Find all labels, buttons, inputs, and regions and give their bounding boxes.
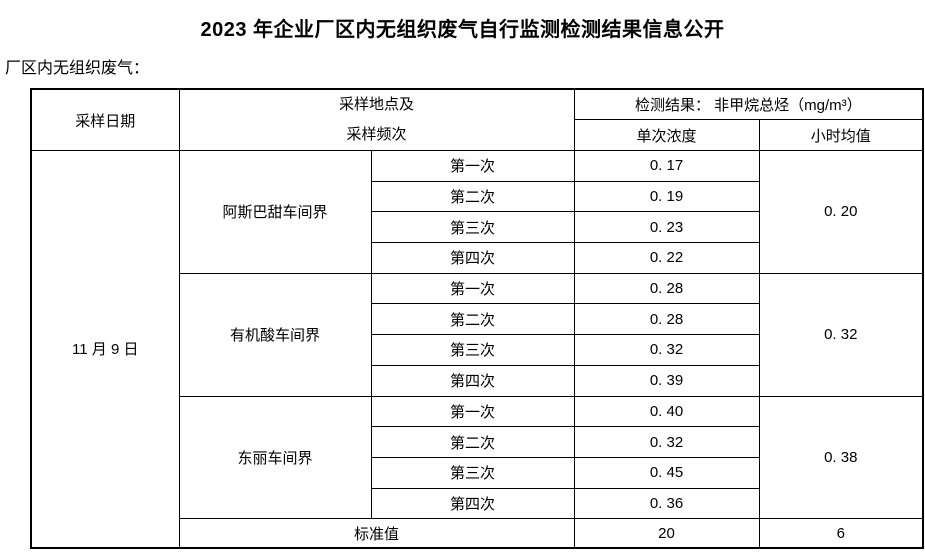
table-row-standard: 标准值 20 6 bbox=[31, 518, 924, 549]
cell-standard-single: 20 bbox=[573, 518, 760, 549]
table-row: 第三次 0. 23 bbox=[31, 211, 923, 244]
table-row: 第四次 0. 36 bbox=[31, 487, 923, 520]
cell-run-label: 第四次 bbox=[370, 364, 575, 397]
cell-location: 东丽车间界 bbox=[178, 395, 372, 520]
page-title: 2023 年企业厂区内无组织废气自行监测检测结果信息公开 bbox=[200, 19, 725, 41]
table-row: 第二次 0. 28 bbox=[31, 303, 923, 336]
cell-run-value: 0. 22 bbox=[573, 242, 760, 274]
table-row: 第三次 0. 45 bbox=[31, 456, 923, 489]
cell-run-value: 0. 28 bbox=[573, 303, 760, 336]
cell-run-value: 0. 28 bbox=[573, 272, 760, 305]
cell-run-label: 第一次 bbox=[370, 395, 575, 428]
cell-standard-hourly: 6 bbox=[758, 518, 924, 549]
cell-run-value: 0. 32 bbox=[573, 334, 760, 366]
table-row: 有机酸车间界 第一次 0. 28 0. 32 bbox=[31, 272, 924, 397]
table-row: 第四次 0. 39 bbox=[31, 364, 923, 397]
cell-standard-label: 标准值 bbox=[178, 518, 575, 549]
cell-run-value: 0. 45 bbox=[573, 456, 760, 489]
cell-run-value: 0. 32 bbox=[573, 426, 760, 458]
cell-run-label: 第二次 bbox=[370, 180, 575, 213]
cell-run-label: 第二次 bbox=[370, 426, 575, 458]
table-row: 第三次 0. 32 bbox=[31, 334, 923, 366]
cell-hourly-average: 0. 20 bbox=[758, 150, 924, 274]
cell-sample-date: 11 月 9 日 bbox=[30, 149, 180, 549]
cell-location: 阿斯巴甜车间界 bbox=[178, 150, 372, 274]
cell-hourly-average: 0. 38 bbox=[758, 395, 924, 520]
header-hourly-average: 小时均值 bbox=[758, 119, 924, 151]
section-label: 厂区内无组织废气： bbox=[5, 60, 150, 77]
cell-run-value: 0. 40 bbox=[573, 395, 760, 428]
table-row: 第四次 0. 22 bbox=[31, 242, 923, 274]
cell-run-label: 第三次 bbox=[370, 456, 575, 489]
header-location-line2: 采样频次 bbox=[346, 126, 407, 143]
cell-run-label: 第三次 bbox=[370, 334, 575, 366]
table-row: 11 月 9 日 阿斯巴甜车间界 第一次 0. 17 0. 20 bbox=[30, 149, 924, 549]
header-location-line1: 采样地点及 bbox=[339, 96, 415, 113]
cell-run-value: 0. 39 bbox=[573, 364, 760, 397]
cell-run-label: 第二次 bbox=[370, 303, 575, 336]
cell-run-value: 0. 17 bbox=[573, 150, 760, 182]
table-row: 第二次 0. 32 bbox=[31, 426, 923, 458]
header-location-frequency: 采样地点及 采样频次 bbox=[178, 88, 575, 151]
monitoring-results-table: 采样日期 采样地点及 采样频次 检测结果： 非甲烷总烃（mg/m³） 单次浓度 … bbox=[30, 88, 925, 549]
header-sample-date: 采样日期 bbox=[30, 88, 180, 151]
cell-run-label: 第四次 bbox=[370, 487, 575, 520]
header-single-concentration: 单次浓度 bbox=[573, 119, 760, 151]
cell-run-value: 0. 36 bbox=[573, 487, 760, 520]
table-header-row: 采样日期 采样地点及 采样频次 检测结果： 非甲烷总烃（mg/m³） bbox=[30, 88, 924, 151]
table-row: 东丽车间界 第一次 0. 40 0. 38 bbox=[31, 395, 924, 520]
table-header-row: 单次浓度 小时均值 bbox=[31, 119, 924, 151]
cell-run-value: 0. 23 bbox=[573, 211, 760, 244]
cell-location: 有机酸车间界 bbox=[178, 272, 372, 397]
cell-run-value: 0. 19 bbox=[573, 180, 760, 213]
table-row: 第二次 0. 19 bbox=[31, 180, 923, 213]
cell-run-label: 第四次 bbox=[370, 242, 575, 274]
cell-run-label: 第三次 bbox=[370, 211, 575, 244]
cell-run-label: 第一次 bbox=[370, 272, 575, 305]
cell-run-label: 第一次 bbox=[370, 150, 575, 182]
cell-hourly-average: 0. 32 bbox=[758, 272, 924, 397]
header-result: 检测结果： 非甲烷总烃（mg/m³） bbox=[573, 88, 924, 121]
